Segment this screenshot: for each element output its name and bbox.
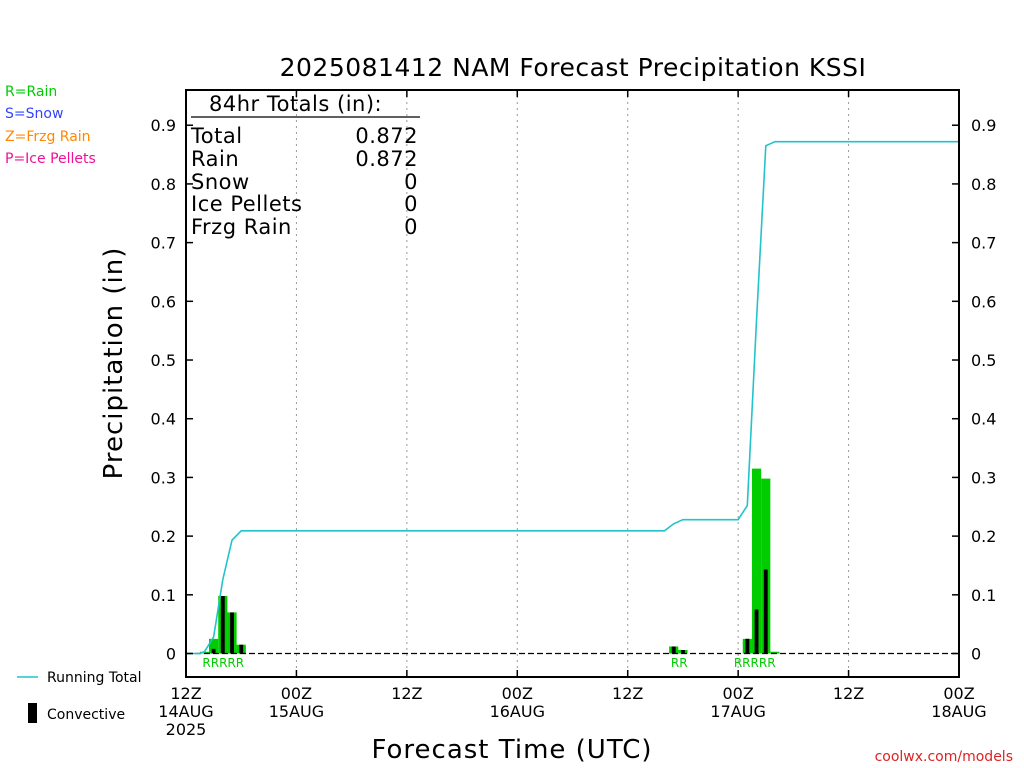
x-tick-label: 00Z xyxy=(722,684,753,703)
x-tick-label: 14AUG xyxy=(158,702,213,721)
gridlines xyxy=(295,90,850,677)
convective-bar xyxy=(763,569,768,654)
convective-bar xyxy=(220,595,225,654)
y-tick-label-right: 0.5 xyxy=(971,351,996,370)
totals-frzg-rain-value: 0 xyxy=(404,215,418,239)
totals-rain-value: 0.872 xyxy=(355,147,418,171)
convective-bar xyxy=(754,609,759,654)
precip-code-label: RR xyxy=(671,656,688,670)
totals-total-label: Total xyxy=(190,124,243,148)
y-tick-label-right: 0 xyxy=(971,645,981,664)
y-tick-label-right: 0.3 xyxy=(971,468,996,487)
x-tick-label: 12Z xyxy=(833,684,864,703)
totals-box: 84hr Totals (in): Total 0.872 Rain 0.872… xyxy=(190,92,420,239)
legend-ice-pellets: P=Ice Pellets xyxy=(5,151,96,167)
credit-text: coolwx.com/models xyxy=(875,749,1013,765)
totals-ice-pellets-value: 0 xyxy=(404,192,418,216)
precip-code-label: RRRRR xyxy=(202,656,244,670)
rain-bar xyxy=(209,638,219,654)
y-tick-label: 0.4 xyxy=(151,410,176,429)
y-tick-label: 0.9 xyxy=(151,116,176,135)
totals-ice-pellets-label: Ice Pellets xyxy=(191,192,302,216)
x-tick-label: 16AUG xyxy=(490,702,545,721)
convective-bar xyxy=(230,612,234,654)
totals-heading: 84hr Totals (in): xyxy=(209,92,382,116)
totals-rain-label: Rain xyxy=(191,147,239,171)
convective-bar xyxy=(239,644,244,654)
y-tick-label-right: 0.9 xyxy=(971,116,996,135)
totals-snow-value: 0 xyxy=(404,170,418,194)
x-tick-label: 00Z xyxy=(943,684,974,703)
y-tick-label: 0.8 xyxy=(151,175,176,194)
rain-bar xyxy=(761,478,771,654)
x-tick-label: 2025 xyxy=(166,720,207,739)
chart-title: 2025081412 NAM Forecast Precipitation KS… xyxy=(280,53,867,82)
legend-frzg-rain: Z=Frzg Rain xyxy=(5,129,91,145)
legend-snow: S=Snow xyxy=(5,106,63,122)
type-legend: R=Rain S=Snow Z=Frzg Rain P=Ice Pellets xyxy=(5,84,96,167)
y-tick-label-right: 0.1 xyxy=(971,586,996,605)
y-tick-label-right: 0.4 xyxy=(971,410,996,429)
rain-bar xyxy=(751,468,762,654)
convective-bar xyxy=(745,638,750,654)
y-tick-label: 0.6 xyxy=(151,292,176,311)
running-total-line xyxy=(186,140,959,655)
x-tick-label: 12Z xyxy=(170,684,201,703)
convective-bar xyxy=(671,646,676,654)
legend-convective-swatch xyxy=(28,703,37,723)
legend-rain: R=Rain xyxy=(5,84,57,100)
rain-bar xyxy=(770,651,780,654)
series-legend: Running Total Convective xyxy=(17,670,142,723)
y-tick-label: 0.3 xyxy=(151,468,176,487)
convective-bar xyxy=(211,648,216,654)
x-axis-label: Forecast Time (UTC) xyxy=(371,735,652,765)
x-tick-label: 00Z xyxy=(281,684,312,703)
x-tick-label: 00Z xyxy=(502,684,533,703)
y-tick-label-right: 0.6 xyxy=(971,292,996,311)
legend-running-total: Running Total xyxy=(47,670,142,686)
totals-frzg-rain-label: Frzg Rain xyxy=(191,215,292,239)
y-tick-label: 0.1 xyxy=(151,586,176,605)
x-tick-label: 15AUG xyxy=(269,702,324,721)
y-axis-label: Precipitation (in) xyxy=(99,247,129,480)
x-tick-label: 12Z xyxy=(612,684,643,703)
y-tick-label: 0.5 xyxy=(151,351,176,370)
precip-codes: RRRRR RR RRRRR xyxy=(202,656,775,670)
y-tick-label: 0.7 xyxy=(151,234,176,253)
totals-total-value: 0.872 xyxy=(355,124,418,148)
plot-frame xyxy=(185,89,960,678)
y-tick-label-right: 0.2 xyxy=(971,527,996,546)
totals-snow-label: Snow xyxy=(191,170,250,194)
bars xyxy=(199,468,780,654)
y-axis: 0 00.1 0.10.2 0.20.3 0.30.4 0.40.5 0.50.6 0.60.… xyxy=(151,116,997,663)
y-tick-label-right: 0.8 xyxy=(971,175,996,194)
y-tick-label: 0.2 xyxy=(151,527,176,546)
x-tick-label: 12Z xyxy=(391,684,422,703)
convective-bar xyxy=(680,649,685,654)
x-tick-label: 17AUG xyxy=(710,702,765,721)
precip-code-label: RRRRR xyxy=(734,656,776,670)
legend-convective: Convective xyxy=(47,707,125,723)
x-tick-label: 18AUG xyxy=(931,702,986,721)
y-tick-label-right: 0.7 xyxy=(971,234,996,253)
y-tick-label: 0 xyxy=(166,645,176,664)
